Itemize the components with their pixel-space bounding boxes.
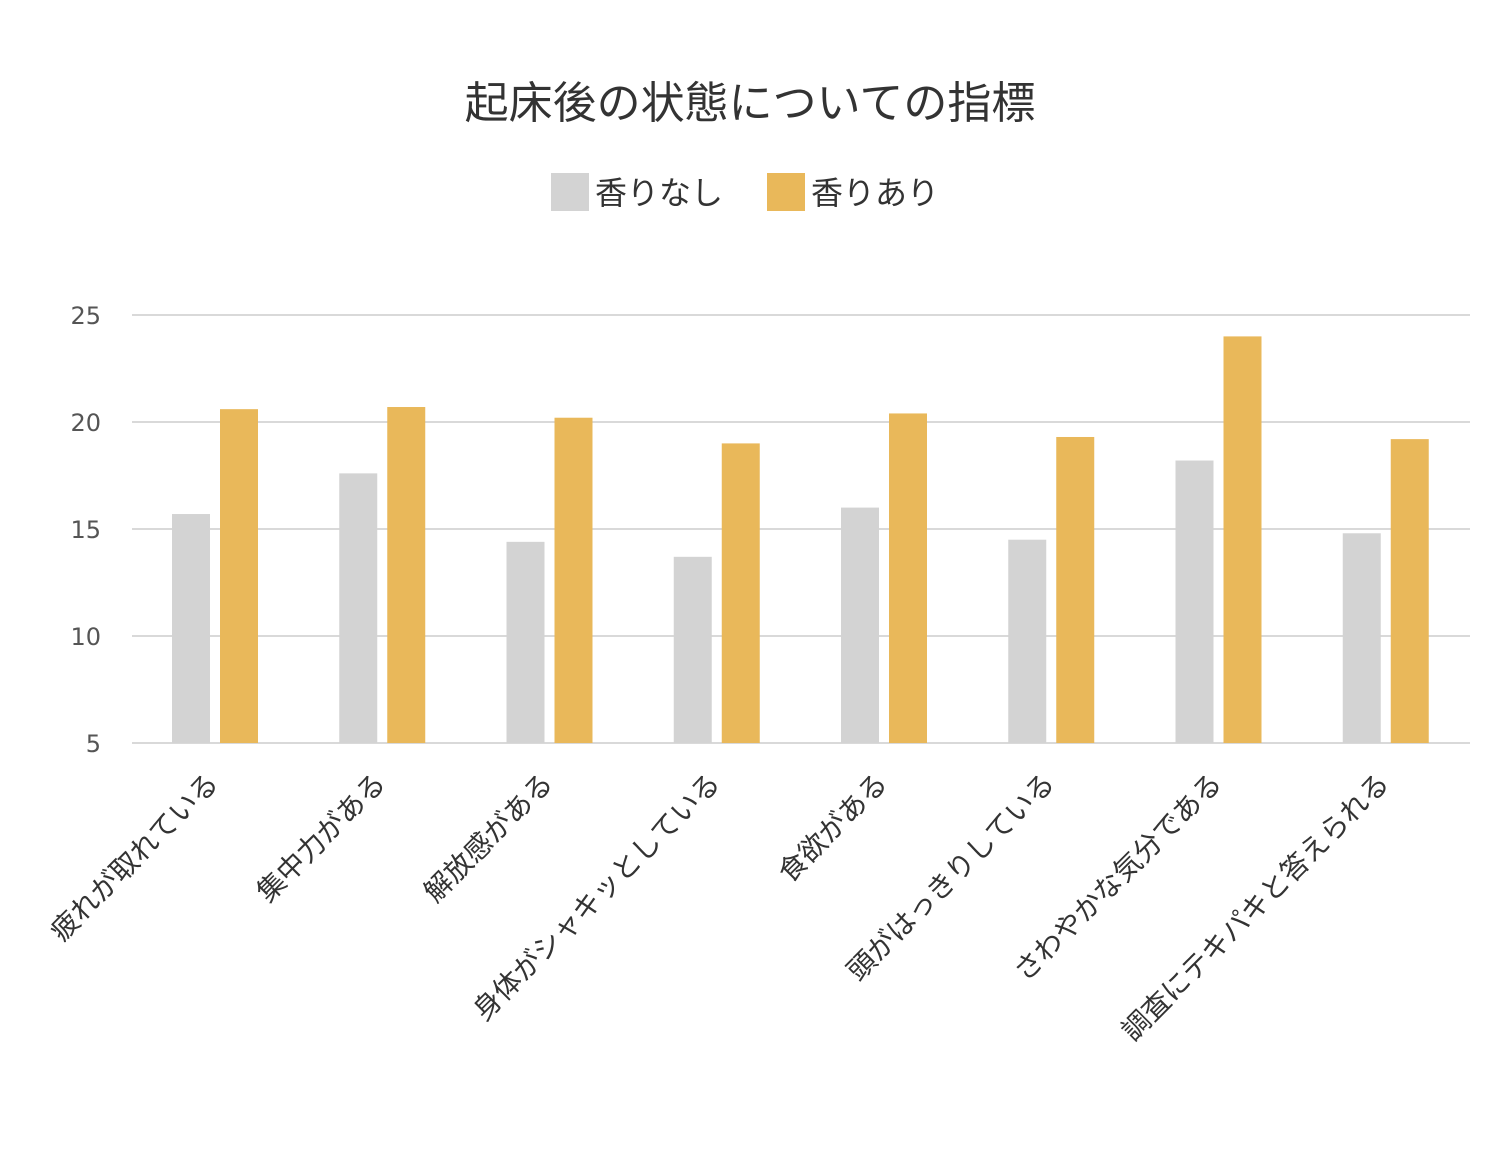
bar-with-scent (721, 443, 760, 743)
y-tick-label: 25 (70, 302, 101, 330)
legend-label: 香りなし (595, 174, 723, 212)
x-category-label: 調査にテキパキと答えられる (1115, 767, 1396, 1048)
bars (172, 336, 1429, 743)
bar-without-scent (1008, 539, 1047, 743)
bar-with-scent (387, 407, 426, 743)
bar-with-scent (554, 417, 593, 743)
bar-without-scent (673, 556, 712, 743)
bar-without-scent (339, 473, 378, 743)
bar-without-scent (506, 541, 545, 743)
x-category-label: 食欲がある (772, 767, 894, 889)
bar-without-scent (1175, 460, 1214, 743)
x-category-label: 疲れが取れている (44, 767, 225, 948)
bar-with-scent (1390, 439, 1429, 743)
y-tick-label: 10 (70, 623, 101, 651)
x-category-label: 解放感がある (417, 767, 559, 909)
gridlines: 5 10 15 20 25 (70, 302, 1470, 758)
bar-with-scent (220, 409, 258, 743)
bar-without-scent (841, 507, 879, 743)
chart-title: 起床後の状態についての指標 (465, 78, 1036, 129)
legend-swatch (551, 173, 589, 211)
legend-label: 香りあり (811, 174, 939, 212)
legend: 香りなし 香りあり (551, 173, 939, 212)
y-tick-label: 20 (70, 409, 101, 437)
bar-with-scent (1056, 436, 1095, 743)
bar-with-scent (1223, 336, 1262, 743)
bar-without-scent (1342, 533, 1381, 743)
legend-swatch (767, 173, 805, 211)
bar-without-scent (172, 514, 210, 743)
y-tick-label: 5 (86, 730, 101, 758)
bar-with-scent (889, 413, 927, 743)
x-category-label: 集中力がある (250, 767, 392, 909)
y-tick-label: 15 (70, 516, 101, 544)
